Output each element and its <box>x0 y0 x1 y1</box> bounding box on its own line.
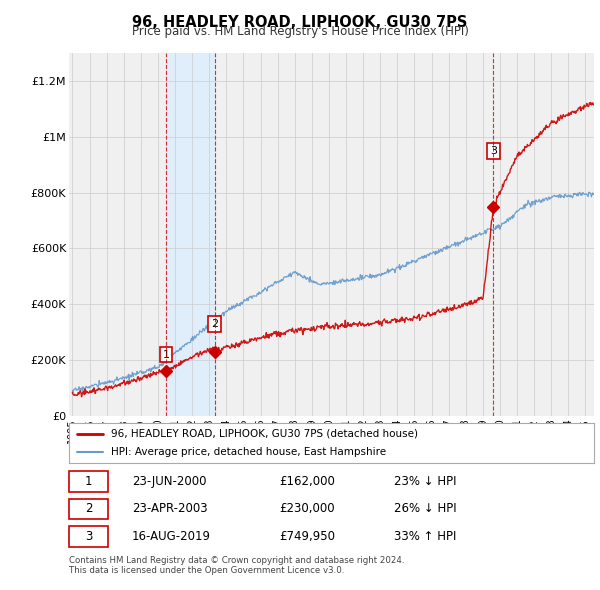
Text: 23-JUN-2000: 23-JUN-2000 <box>132 475 206 488</box>
Text: £230,000: £230,000 <box>279 502 335 516</box>
Text: 3: 3 <box>85 530 92 543</box>
Text: 96, HEADLEY ROAD, LIPHOOK, GU30 7PS (detached house): 96, HEADLEY ROAD, LIPHOOK, GU30 7PS (det… <box>111 429 418 439</box>
Text: HPI: Average price, detached house, East Hampshire: HPI: Average price, detached house, East… <box>111 447 386 457</box>
Text: 96, HEADLEY ROAD, LIPHOOK, GU30 7PS: 96, HEADLEY ROAD, LIPHOOK, GU30 7PS <box>133 15 467 30</box>
Text: 1: 1 <box>85 475 92 488</box>
Text: 2: 2 <box>211 319 218 329</box>
Text: 23% ↓ HPI: 23% ↓ HPI <box>395 475 457 488</box>
Text: £749,950: £749,950 <box>279 530 335 543</box>
FancyBboxPatch shape <box>69 499 109 519</box>
Text: 23-APR-2003: 23-APR-2003 <box>132 502 208 516</box>
FancyBboxPatch shape <box>69 526 109 546</box>
Text: 3: 3 <box>490 146 497 156</box>
Text: 26% ↓ HPI: 26% ↓ HPI <box>395 502 457 516</box>
Text: £162,000: £162,000 <box>279 475 335 488</box>
Text: 33% ↑ HPI: 33% ↑ HPI <box>395 530 457 543</box>
Bar <box>166 53 215 416</box>
Text: Price paid vs. HM Land Registry's House Price Index (HPI): Price paid vs. HM Land Registry's House … <box>131 25 469 38</box>
Text: Contains HM Land Registry data © Crown copyright and database right 2024.
This d: Contains HM Land Registry data © Crown c… <box>69 556 404 575</box>
Text: 2: 2 <box>85 502 92 516</box>
FancyBboxPatch shape <box>69 471 109 492</box>
Text: 1: 1 <box>163 349 169 359</box>
Text: 16-AUG-2019: 16-AUG-2019 <box>132 530 211 543</box>
